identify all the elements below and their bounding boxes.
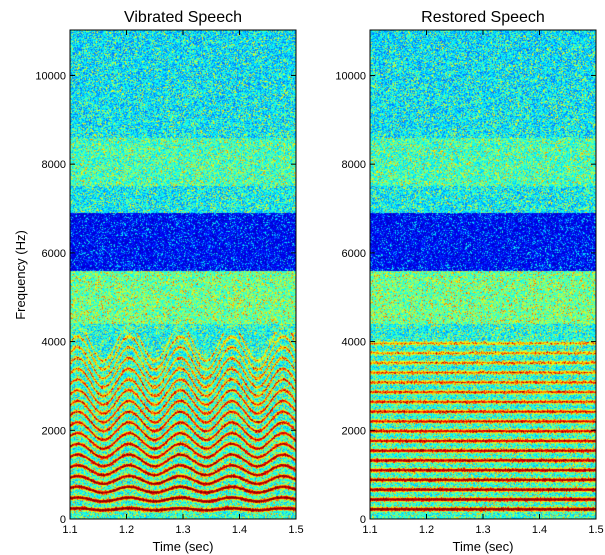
right-x-tick-label: 1.1 [362,524,377,536]
left-x-tick-label: 1.2 [119,524,134,536]
left-y-tick-label: 6000 [42,248,66,260]
right-y-tick-label: 2000 [342,425,366,437]
right-chart-title: Restored Speech [421,9,545,26]
right-y-tick-label: 6000 [342,248,366,260]
left-y-tick-label: 2000 [42,425,66,437]
left-y-tick-label: 10000 [35,70,66,82]
left-x-tick-label: 1.1 [62,524,77,536]
left-y-tick-label: 4000 [42,337,66,349]
right-x-tick-label: 1.2 [419,524,434,536]
right-x-tick-label: 1.4 [532,524,547,536]
right-y-tick-label: 4000 [342,337,366,349]
left-x-tick-label: 1.4 [232,524,247,536]
right-x-tick-label: 1.3 [475,524,490,536]
left-y-tick-label: 8000 [42,159,66,171]
right-y-tick-label: 0 [360,514,366,526]
right-spectrogram-image [370,30,596,519]
right-x-axis-label: Time (sec) [453,539,514,554]
left-spectrogram-image [70,30,296,519]
left-x-tick-label: 1.5 [288,524,303,536]
right-x-tick-label: 1.5 [588,524,603,536]
right-y-tick-label: 10000 [335,70,366,82]
left-chart-title: Vibrated Speech [124,9,242,26]
left-x-tick-label: 1.3 [175,524,190,536]
left-x-axis-label: Time (sec) [153,539,214,554]
left-y-axis-label: Frequency (Hz) [13,230,28,320]
left-y-tick-label: 0 [60,514,66,526]
right-y-tick-label: 8000 [342,159,366,171]
